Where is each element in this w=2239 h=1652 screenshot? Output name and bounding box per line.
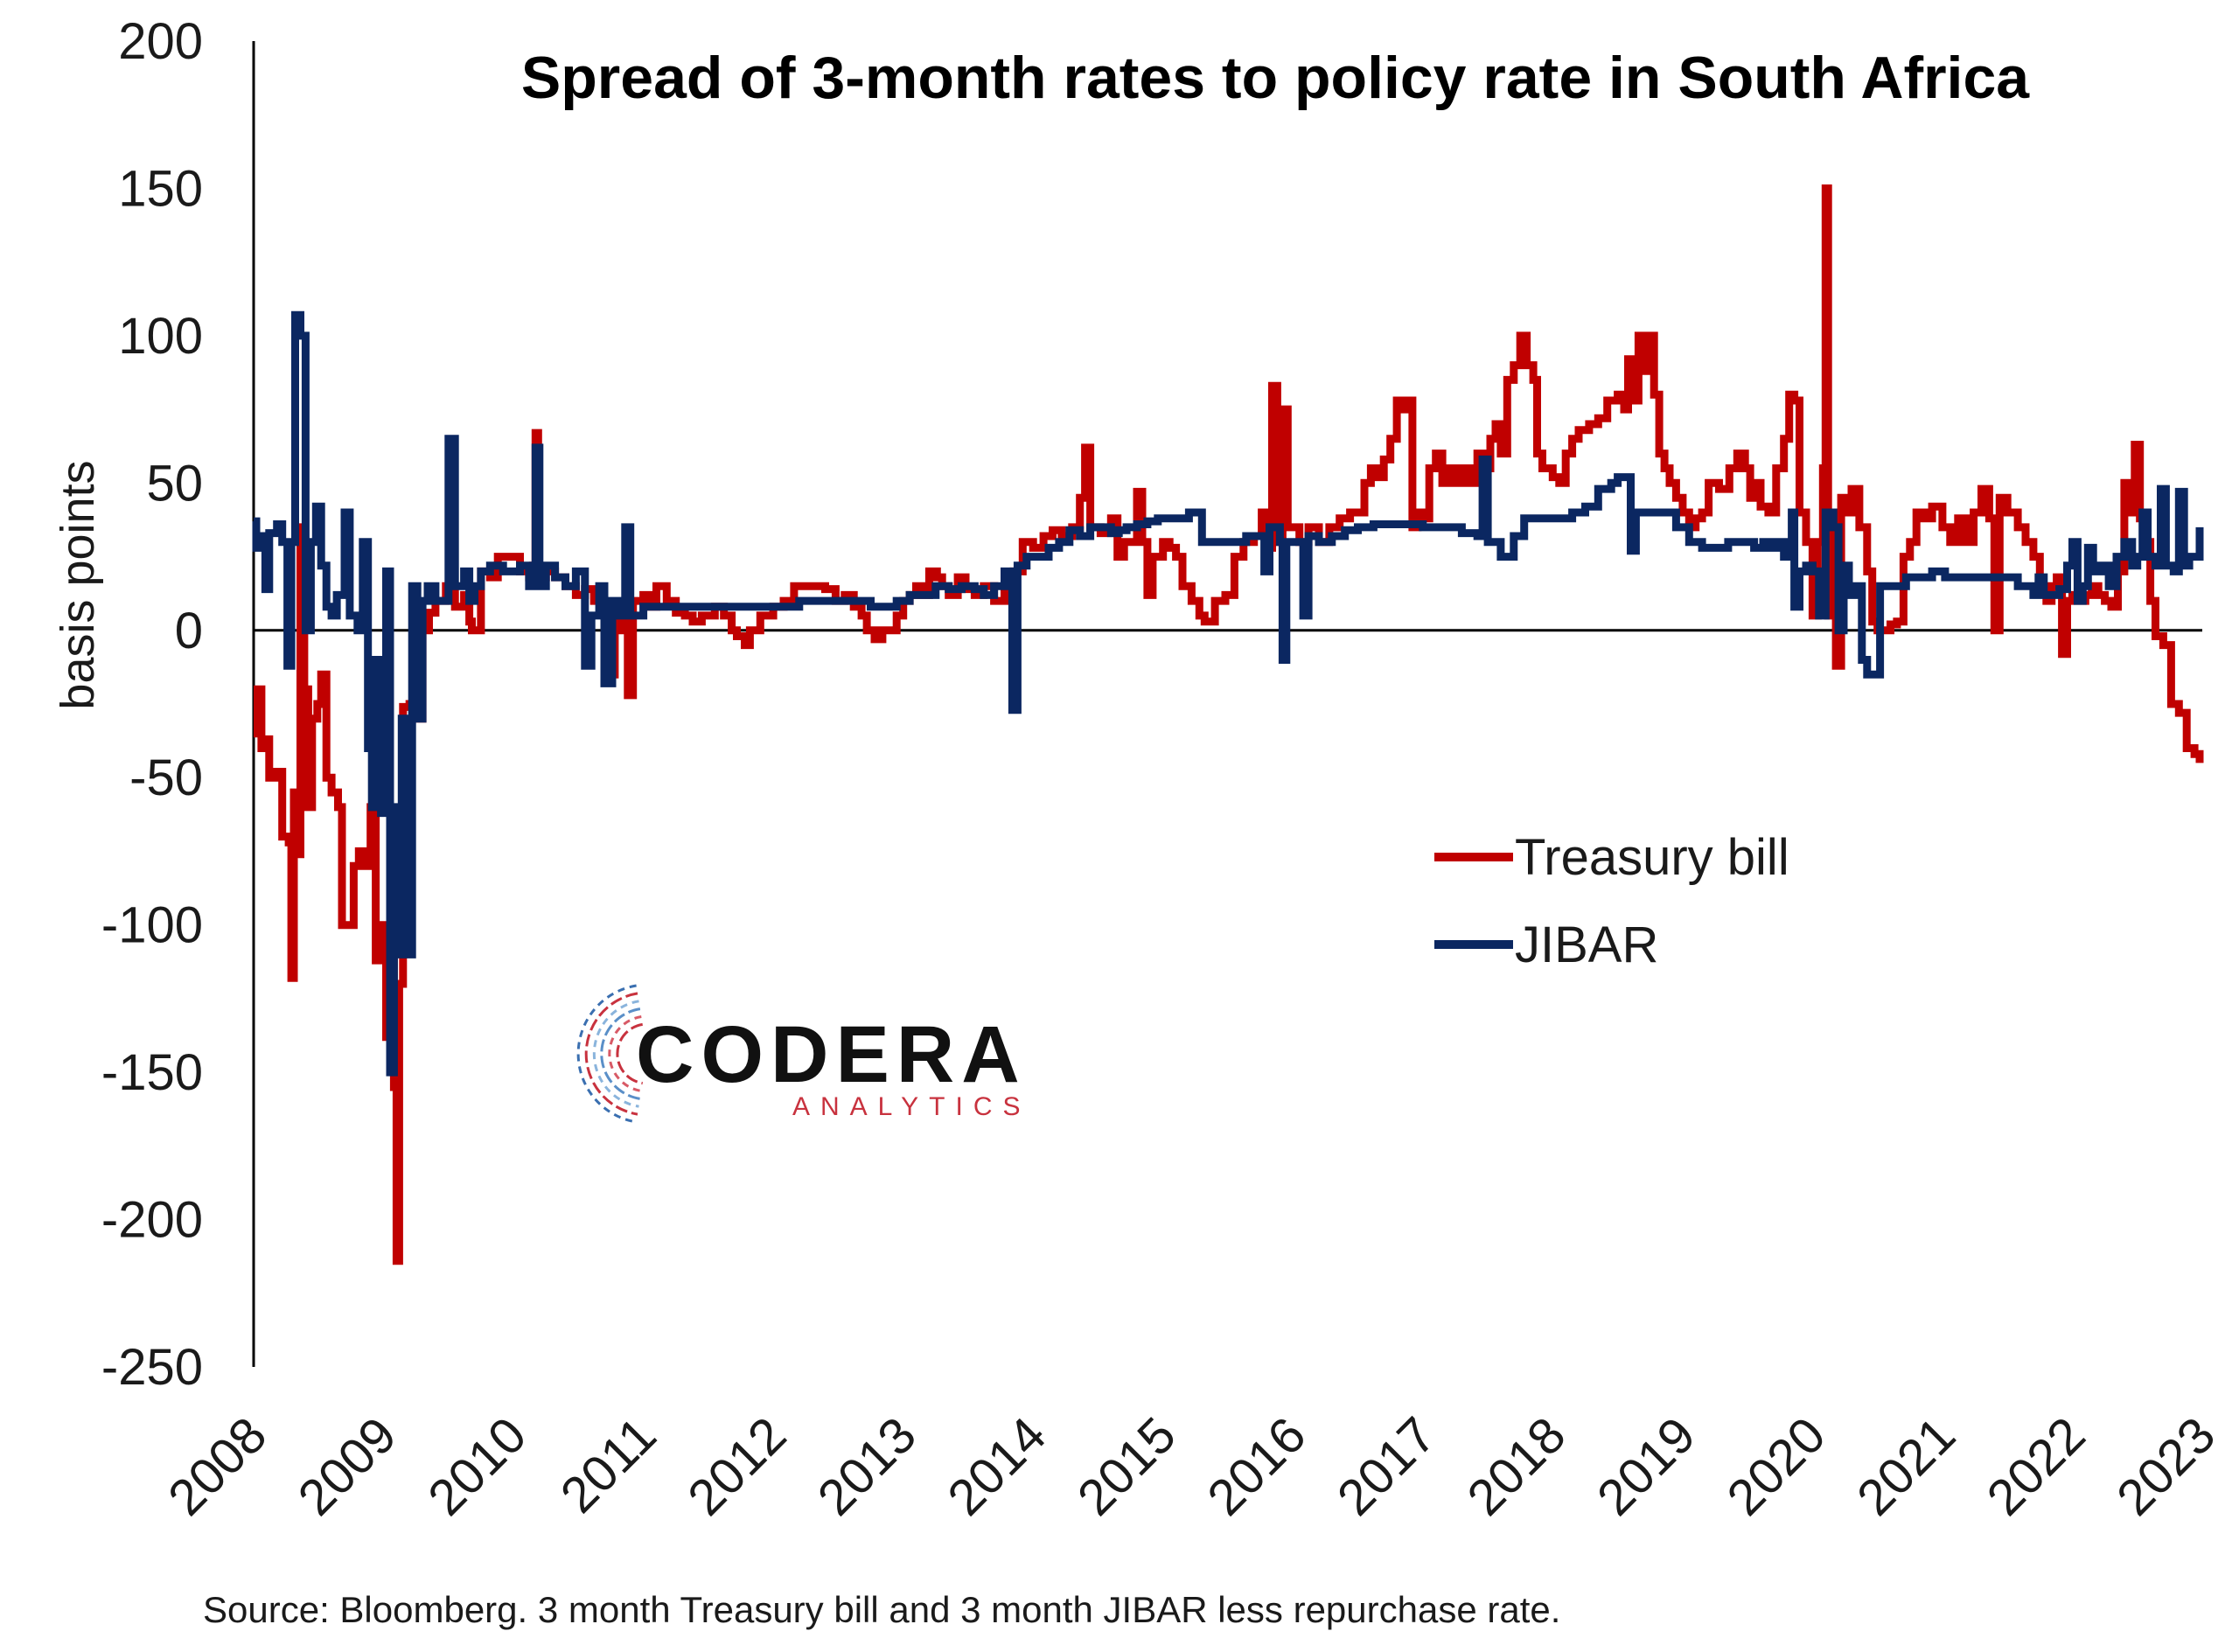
x-tick-label: 2021 [1846,1406,1966,1526]
series-layer [252,184,2204,1265]
logo-arc [584,992,638,1116]
axes-layer [252,41,2202,1367]
series-line-treasury-bill [254,184,2204,1265]
y-tick-label: 0 [175,603,203,659]
x-tick-label: 2023 [2106,1406,2226,1526]
series-line-jibar [252,310,2204,1077]
y-tick-label: -250 [101,1339,203,1396]
logo-arc [600,1007,641,1100]
x-tick-label: 2014 [937,1406,1057,1526]
y-tick-label: -150 [101,1044,203,1101]
y-tick-label: 150 [118,160,203,217]
y-tick-label: 50 [146,455,203,512]
y-tick-label: 200 [118,13,203,70]
y-tick-label: -50 [129,749,203,806]
x-tick-label: 2022 [1976,1406,2096,1526]
legend-label: Treasury bill [1515,829,1789,886]
x-tick-label: 2020 [1716,1406,1836,1526]
x-tick-label: 2011 [550,1406,667,1523]
legend: Treasury bill JIBAR [1434,829,1789,973]
y-tick-label: -100 [101,897,203,954]
x-tick-label: 2009 [288,1406,408,1526]
chart-title: Spread of 3-month rates to policy rate i… [521,45,2030,111]
logo-wordmark: CODERA [636,1010,1027,1099]
x-tick-label: 2018 [1456,1406,1576,1526]
x-tick-label: 2008 [157,1406,277,1526]
x-tick-label: 2017 [1327,1406,1447,1526]
logo-arc [616,1022,643,1085]
y-tick-label: 100 [118,308,203,365]
text-layer: Spread of 3-month rates to policy rate i… [52,13,2226,1630]
legend-label: JIBAR [1515,917,1658,973]
x-tick-label: 2016 [1196,1406,1316,1526]
x-tick-label: 2013 [807,1406,927,1526]
x-tick-label: 2010 [417,1406,537,1526]
x-tick-label: 2012 [677,1406,797,1526]
logo-arc [608,1015,642,1092]
y-tick-label: -200 [101,1192,203,1249]
source-note: Source: Bloomberg. 3 month Treasury bill… [203,1589,1560,1630]
x-tick-label: 2015 [1067,1406,1187,1526]
x-tick-label: 2019 [1587,1406,1706,1526]
logo-arc [592,1000,639,1108]
y-axis-label: basis points [52,460,104,709]
logo-arc [576,984,637,1124]
logo-subtitle: ANALYTICS [792,1092,1031,1121]
